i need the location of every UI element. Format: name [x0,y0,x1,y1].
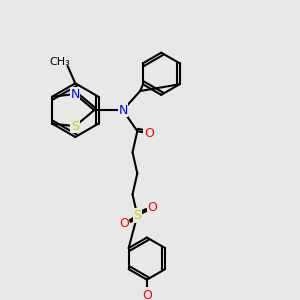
Text: S: S [71,120,79,133]
Text: CH₃: CH₃ [50,57,70,67]
Text: N: N [118,103,128,117]
Text: O: O [148,201,158,214]
Text: S: S [133,209,141,222]
Text: N: N [70,88,80,100]
Text: O: O [119,217,129,230]
Text: O: O [142,289,152,300]
Text: O: O [144,127,154,140]
